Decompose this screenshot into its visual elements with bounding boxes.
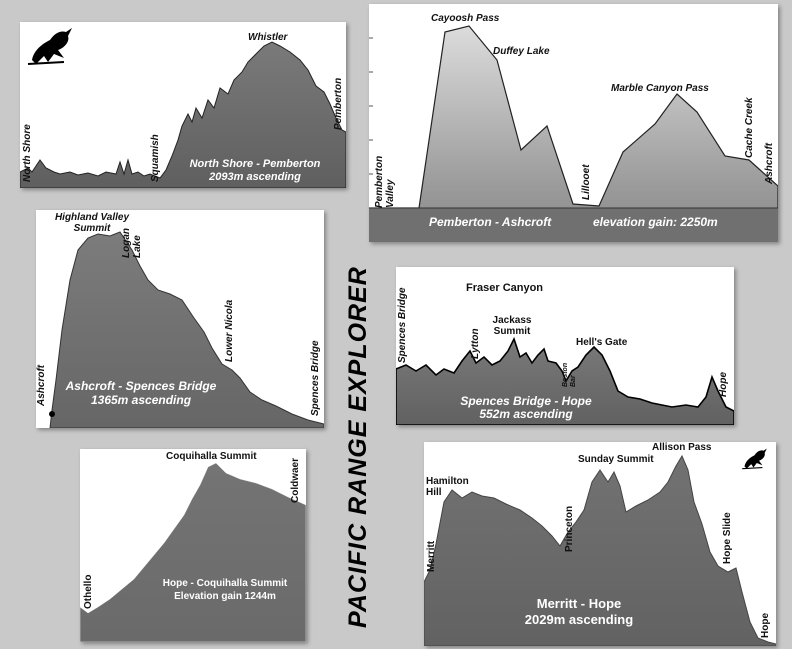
label-squamish: Squamish [150, 134, 161, 182]
caption-gain: elevation gain: 2250m [593, 215, 718, 229]
elevation-profile-north-shore-pemberton [20, 41, 346, 188]
label-jackass-summit: Jackass Summit [492, 315, 532, 337]
caption-route: Merritt - Hope [536, 596, 622, 611]
caption-route: Pemberton - Ashcroft [429, 215, 552, 229]
label-marble-canyon-pass: Marble Canyon Pass [611, 83, 709, 94]
label-pemberton: Pemberton [333, 77, 344, 130]
label-hamilton-hill: Hamilton Hill [426, 476, 469, 498]
elevation-profile-hope-coquihalla [80, 462, 306, 642]
label-ashcroft: Ashcroft [36, 364, 47, 406]
label-spences-bridge: Spences Bridge [397, 287, 408, 363]
poster-title: PACIFIC RANGE EXPLORER [344, 266, 372, 628]
caption-route: Ashcroft - Spences Bridge [65, 379, 217, 393]
label-coquihalla-summit: Coquihalla Summit [166, 451, 257, 462]
label-princeton: Princeton [564, 505, 575, 552]
caption-route: Spences Bridge - Hope [460, 394, 592, 408]
label-coldwater: Coldwaer [290, 457, 301, 503]
label-hope: Hope [718, 372, 729, 397]
caption-gain: 1365m ascending [90, 393, 192, 407]
caption-gain: Elevation gain 1244m [174, 591, 276, 602]
label-spences-bridge: Spences Bridge [310, 340, 321, 416]
panel-ashcroft-spences-bridge: Highland Valley Summit Logan Lake Ashcro… [36, 210, 324, 428]
label-pemberton-valley: Pemberton Valley [374, 155, 396, 208]
label-highland-valley-summit: Highland Valley Summit [54, 212, 130, 234]
elevation-profile-spences-hope [396, 336, 734, 425]
label-lytton: Lytton [470, 328, 481, 359]
caption-gain: 552m ascending [479, 407, 573, 421]
label-merritt: Merritt [426, 540, 437, 572]
elevation-profile-ashcroft-spences [49, 231, 324, 428]
panel-north-shore-pemberton: North Shore Squamish Whistler Pemberton … [20, 22, 346, 188]
caption-gain: 2029m ascending [524, 612, 634, 627]
caption-route: Hope - Coquihalla Summit [162, 578, 288, 589]
raven-icon [742, 448, 767, 470]
label-allison-pass: Allison Pass [652, 442, 712, 453]
label-hope: Hope [760, 613, 771, 638]
label-hope-slide: Hope Slide [722, 512, 733, 564]
panel-pemberton-ashcroft: Pemberton Valley Cayoosh Pass Duffey Lak… [369, 4, 778, 242]
label-whistler: Whistler [248, 32, 288, 43]
elevation-profile-merritt-hope [424, 454, 776, 646]
label-duffey-lake: Duffey Lake [493, 46, 550, 57]
label-logan-lake: Logan Lake [121, 228, 143, 258]
caption-route: North Shore - Pemberton [189, 158, 321, 170]
caption-gain: 2093m ascending [209, 171, 301, 183]
label-cache-creek: Cache Creek [744, 97, 755, 158]
raven-icon [27, 28, 72, 65]
label-hells-gate: Hell's Gate [576, 337, 628, 348]
label-fraser-canyon: Fraser Canyon [466, 282, 544, 294]
panel-hope-coquihalla: Coquihalla Summit Othello Coldwaer Hope … [80, 449, 306, 642]
label-ashcroft: Ashcroft [764, 142, 775, 184]
panel-merritt-hope: Merritt Hamilton Hill Princeton Sunday S… [424, 442, 776, 646]
label-boston-bar: Boston Bar [562, 362, 577, 387]
label-sunday-summit: Sunday Summit [578, 454, 654, 465]
label-lillooet: Lillooet [581, 164, 592, 200]
label-north-shore: North Shore [22, 124, 33, 182]
label-lower-nicola: Lower Nicola [224, 299, 235, 362]
panel-spences-bridge-hope: Spences Bridge Fraser Canyon Lytton Jack… [396, 267, 734, 425]
elevation-profile-pemberton-ashcroft [369, 25, 778, 242]
label-othello: Othello [83, 574, 94, 609]
label-cayoosh-pass: Cayoosh Pass [431, 13, 500, 24]
